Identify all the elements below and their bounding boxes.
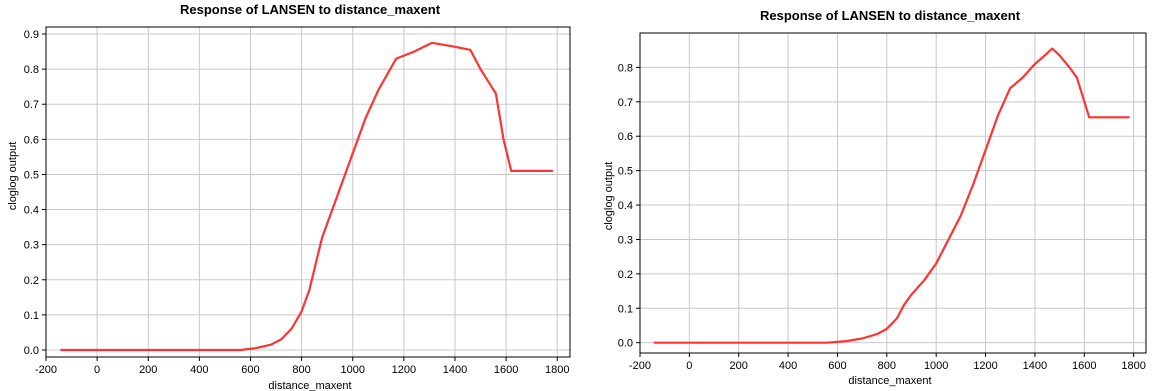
x-tick-label: 1000 (340, 364, 364, 376)
y-tick-label: 0.2 (618, 269, 633, 281)
y-tick-label: 0.0 (618, 338, 633, 350)
y-tick-label: 0.5 (24, 169, 39, 181)
x-axis-label: distance_maxent (268, 380, 351, 391)
plot-frame (639, 32, 1147, 354)
x-tick-label: 1600 (494, 364, 518, 376)
x-tick-label: 800 (292, 364, 310, 376)
x-tick-label: -200 (35, 364, 57, 376)
y-tick-label: 0.3 (24, 240, 39, 252)
chart-svg-left: Response of LANSEN to distance_maxent di… (7, 2, 571, 391)
plot-frame (45, 26, 571, 358)
y-tick-label: 0.8 (24, 64, 39, 76)
y-tick-label: 0.8 (618, 62, 633, 74)
chart-title: Response of LANSEN to distance_maxent (760, 8, 1021, 23)
x-tick-label: 1000 (924, 360, 948, 372)
y-tick-label: 0.0 (24, 345, 39, 357)
y-tick-label: 0.1 (618, 303, 633, 315)
y-tick-label: 0.4 (24, 205, 39, 217)
series-line (653, 47, 1130, 344)
y-axis-label: cloglog output (603, 162, 615, 231)
y-tick-label: 0.1 (24, 310, 39, 322)
grid-lines (45, 27, 570, 357)
x-tick-label: 0 (94, 364, 100, 376)
y-tick-label: 0.3 (618, 234, 633, 246)
x-tick-label: 1200 (392, 364, 416, 376)
chart-panel-right: Response of LANSEN to distance_maxent di… (590, 0, 1154, 391)
y-tick-label: 0.9 (24, 29, 39, 41)
axes: -200 0 200 400 600 800 1000 1200 1400 1600 1800 0.0… (618, 32, 1147, 372)
y-tick-label: 0.7 (618, 97, 633, 109)
chart-svg-right: Response of LANSEN to distance_maxent di… (603, 8, 1147, 387)
x-axis-label: distance_maxent (848, 375, 931, 387)
x-tick-label: 200 (139, 364, 157, 376)
y-tick-label: 0.6 (24, 134, 39, 146)
x-tick-label: 200 (730, 360, 748, 372)
x-tick-label: 0 (686, 360, 692, 372)
x-tick-label: 1400 (443, 364, 467, 376)
x-tick-label: -200 (629, 360, 651, 372)
x-tick-label: 600 (241, 364, 259, 376)
y-axis-label: cloglog output (7, 142, 19, 211)
x-tick-label: 1600 (1072, 360, 1096, 372)
x-tick-label: 400 (779, 360, 797, 372)
series-line (60, 41, 554, 352)
y-tick-label: 0.7 (24, 99, 39, 111)
x-tick-label: 1800 (1121, 360, 1145, 372)
y-tick-label: 0.4 (618, 200, 633, 212)
x-tick-label: 600 (828, 360, 846, 372)
y-tick-label: 0.6 (618, 131, 633, 143)
y-tick-label: 0.2 (24, 275, 39, 287)
axes: -200 0 200 400 600 800 1000 1200 1400 1600 1800 0.0… (24, 26, 571, 376)
chart-title: Response of LANSEN to distance_maxent (180, 2, 441, 17)
x-tick-label: 1800 (545, 364, 569, 376)
x-tick-label: 800 (878, 360, 896, 372)
x-tick-label: 1400 (1023, 360, 1047, 372)
x-tick-label: 1200 (973, 360, 997, 372)
y-tick-label: 0.5 (618, 166, 633, 178)
x-tick-label: 400 (190, 364, 208, 376)
chart-panel-left: Response of LANSEN to distance_maxent di… (7, 2, 571, 391)
grid-lines (639, 33, 1146, 353)
